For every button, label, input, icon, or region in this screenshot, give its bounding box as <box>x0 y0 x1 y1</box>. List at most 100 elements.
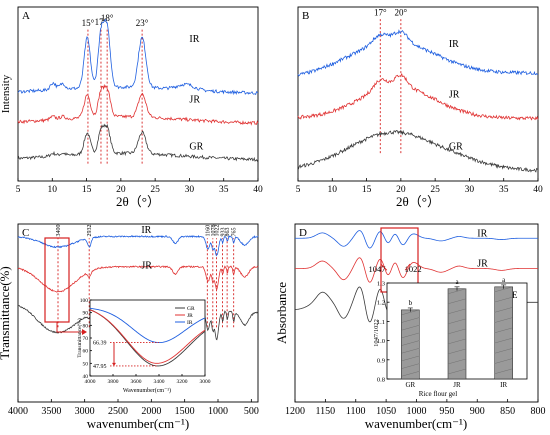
panel-d-xtick-label: 900 <box>470 406 485 417</box>
panel-b-xtick-label: 15 <box>362 185 372 195</box>
panel-e-letter: E <box>512 290 518 300</box>
panel-e-bar-hatch <box>447 328 467 335</box>
panel-e-ytick-label: 1.2 <box>377 300 385 307</box>
panel-a-peak-label: 18° <box>101 13 114 23</box>
panel-e-bar-hatch <box>494 368 513 374</box>
panel-e-bar-hatch <box>494 286 513 293</box>
panel-b-series-label: IR <box>449 39 459 50</box>
panel-e-bar-hatch <box>494 358 513 364</box>
panel-c-peak-label: 1078 <box>211 224 217 236</box>
panel-e-category-label: JR <box>453 381 461 389</box>
panel-d-xtick-label: 1150 <box>316 406 336 417</box>
panel-a-xlabel: 2θ（°） <box>116 194 160 209</box>
panel-e-bar-hatch <box>494 327 513 333</box>
inset-xtick-label: 4000 <box>85 379 96 385</box>
panel-e-bar-hatch <box>401 332 420 339</box>
panel-c-zoom-arrow <box>56 322 82 333</box>
panel-c-peak-label: 3400 <box>56 224 62 236</box>
panel-c-xtick-label: 1000 <box>208 406 228 417</box>
panel-c-inset-xlabel: Wavenumber(cm⁻¹) <box>123 387 171 394</box>
panel-c-zoom-arrowhead <box>82 329 87 335</box>
panel-e-bar-hatch <box>494 296 513 303</box>
panel-a-peak-label: 15° <box>82 18 95 28</box>
panel-b-series-jr <box>297 72 539 121</box>
panel-a-xtick-label: 15 <box>82 185 92 195</box>
panel-c-xtick-label: 3000 <box>75 406 95 417</box>
panel-b-xtick-label: 35 <box>499 185 509 195</box>
panel-d-series-ir <box>295 230 538 249</box>
panel-c-peak-label: 2932 <box>87 224 93 236</box>
panel-b-xtick-label: 10 <box>328 185 338 195</box>
inset-xtick-label: 3400 <box>154 379 165 385</box>
panel-b-series-label: JR <box>449 89 460 100</box>
inset-legend-label: GR <box>187 306 195 312</box>
panel-a-frame <box>17 6 259 182</box>
panel-a: A 15° 17°18° 23° IR JR GR 5 10 15 20 25 30 35 40 In… <box>0 6 263 209</box>
panel-b: B 17° 20° IR JR GR 5 10 15 20 25 30 35 40 2θ（°） <box>296 6 543 209</box>
inset-ytick-label: 80 <box>83 323 89 329</box>
panel-e-bar-hatch <box>401 348 420 354</box>
panel-e-bar-hatch <box>447 338 467 345</box>
panel-c-ylabel: Transmittance(%) <box>0 266 12 359</box>
panel-d-xlabel: wavenumber(cm⁻¹) <box>365 416 467 431</box>
panel-d-series-label: JR <box>477 259 488 270</box>
panel-e-bar-hatch <box>447 368 467 375</box>
panel-a-series-label: JR <box>189 95 200 106</box>
panel-d-ylabel: Absorbance <box>274 282 289 344</box>
panel-a-series-label: IR <box>189 34 199 45</box>
panel-d-peak-arrow <box>404 263 411 271</box>
inset-xtick-label: 3800 <box>108 379 119 385</box>
panel-c-zoom-box <box>44 237 70 323</box>
panel-a-xtick-label: 20 <box>116 185 126 195</box>
panel-a-xtick-label: 5 <box>16 185 21 195</box>
panel-d-xtick-label: 1050 <box>376 406 396 417</box>
panel-b-peak-label: 20° <box>395 8 408 18</box>
panel-c-xtick-label: 2500 <box>108 406 128 417</box>
panel-c-series-label: IR <box>141 225 151 236</box>
panel-e-bar-hatch <box>447 288 467 294</box>
panel-e-bar-hatch <box>447 298 467 304</box>
panel-e-significance-letter: b <box>409 299 413 307</box>
panel-c-inset-ylabel: Transmittance(%) <box>76 318 83 358</box>
inset-series-ir <box>89 307 206 344</box>
inset-xtick-label: 3200 <box>177 379 188 385</box>
panel-d-xtick-label: 800 <box>531 406 546 417</box>
panel-d-peak-label: 1047 <box>368 264 385 274</box>
panel-a-xtick-label: 10 <box>48 185 58 195</box>
panel-e-bar <box>494 286 513 380</box>
panel-d-xtick-label: 950 <box>439 406 454 417</box>
panel-d-series-label: IR <box>477 228 487 239</box>
panel-e-ytick-label: 1.0 <box>377 338 385 345</box>
inset-ytick-label: 90 <box>83 311 89 317</box>
panel-a-series-jr <box>17 83 259 126</box>
panel-d-peak-arrow <box>380 263 388 271</box>
panel-c-series-jr <box>17 265 259 293</box>
panel-b-series-ir <box>297 29 539 77</box>
inset-ytick-label: 70 <box>83 336 89 342</box>
panel-b-xtick-label: 25 <box>430 185 440 195</box>
panel-e-bar-hatch <box>401 363 420 369</box>
panel-a-xtick-label: 35 <box>219 185 229 195</box>
panel-e-bar-hatch <box>401 340 420 346</box>
inset-ytick-label: 100 <box>80 298 89 304</box>
panel-c-peak-label: 933 <box>220 227 226 236</box>
panel-e-bar-hatch <box>401 325 420 331</box>
panel-e-bar-hatch <box>494 337 513 344</box>
panel-a-ylabel: Intensity <box>0 74 12 113</box>
panel-e-bar-hatch <box>401 317 420 323</box>
panel-e-inset: E b GR a JR a IR 0.8 0.9 1.0 1.1 1.2 1.3 1047/1022… <box>373 276 528 398</box>
panel-c-xtick-label: 500 <box>244 406 259 417</box>
panel-c-peak-label: 765 <box>232 227 238 236</box>
panel-e-ylabel: 1047/1022 <box>373 319 380 347</box>
panel-e-significance-letter: a <box>502 276 506 284</box>
panel-d-xtick-label: 1000 <box>407 406 427 417</box>
panel-d-xtick-label: 1100 <box>346 406 366 417</box>
inset-annotation-arrowhead <box>112 362 116 366</box>
inset-legend-label: IR <box>187 320 193 326</box>
panel-e-ytick-label: 1.3 <box>377 281 385 288</box>
inset-ytick-label: 60 <box>83 349 89 355</box>
panel-c-series-label: JR <box>141 261 152 272</box>
inset-annotation-label: 47.95 <box>93 364 107 370</box>
panel-c-xtick-label: 2000 <box>141 406 161 417</box>
panel-d: D IR JR GR 1200 1150 1100 1050 1000 950 900 850 80… <box>274 223 546 431</box>
